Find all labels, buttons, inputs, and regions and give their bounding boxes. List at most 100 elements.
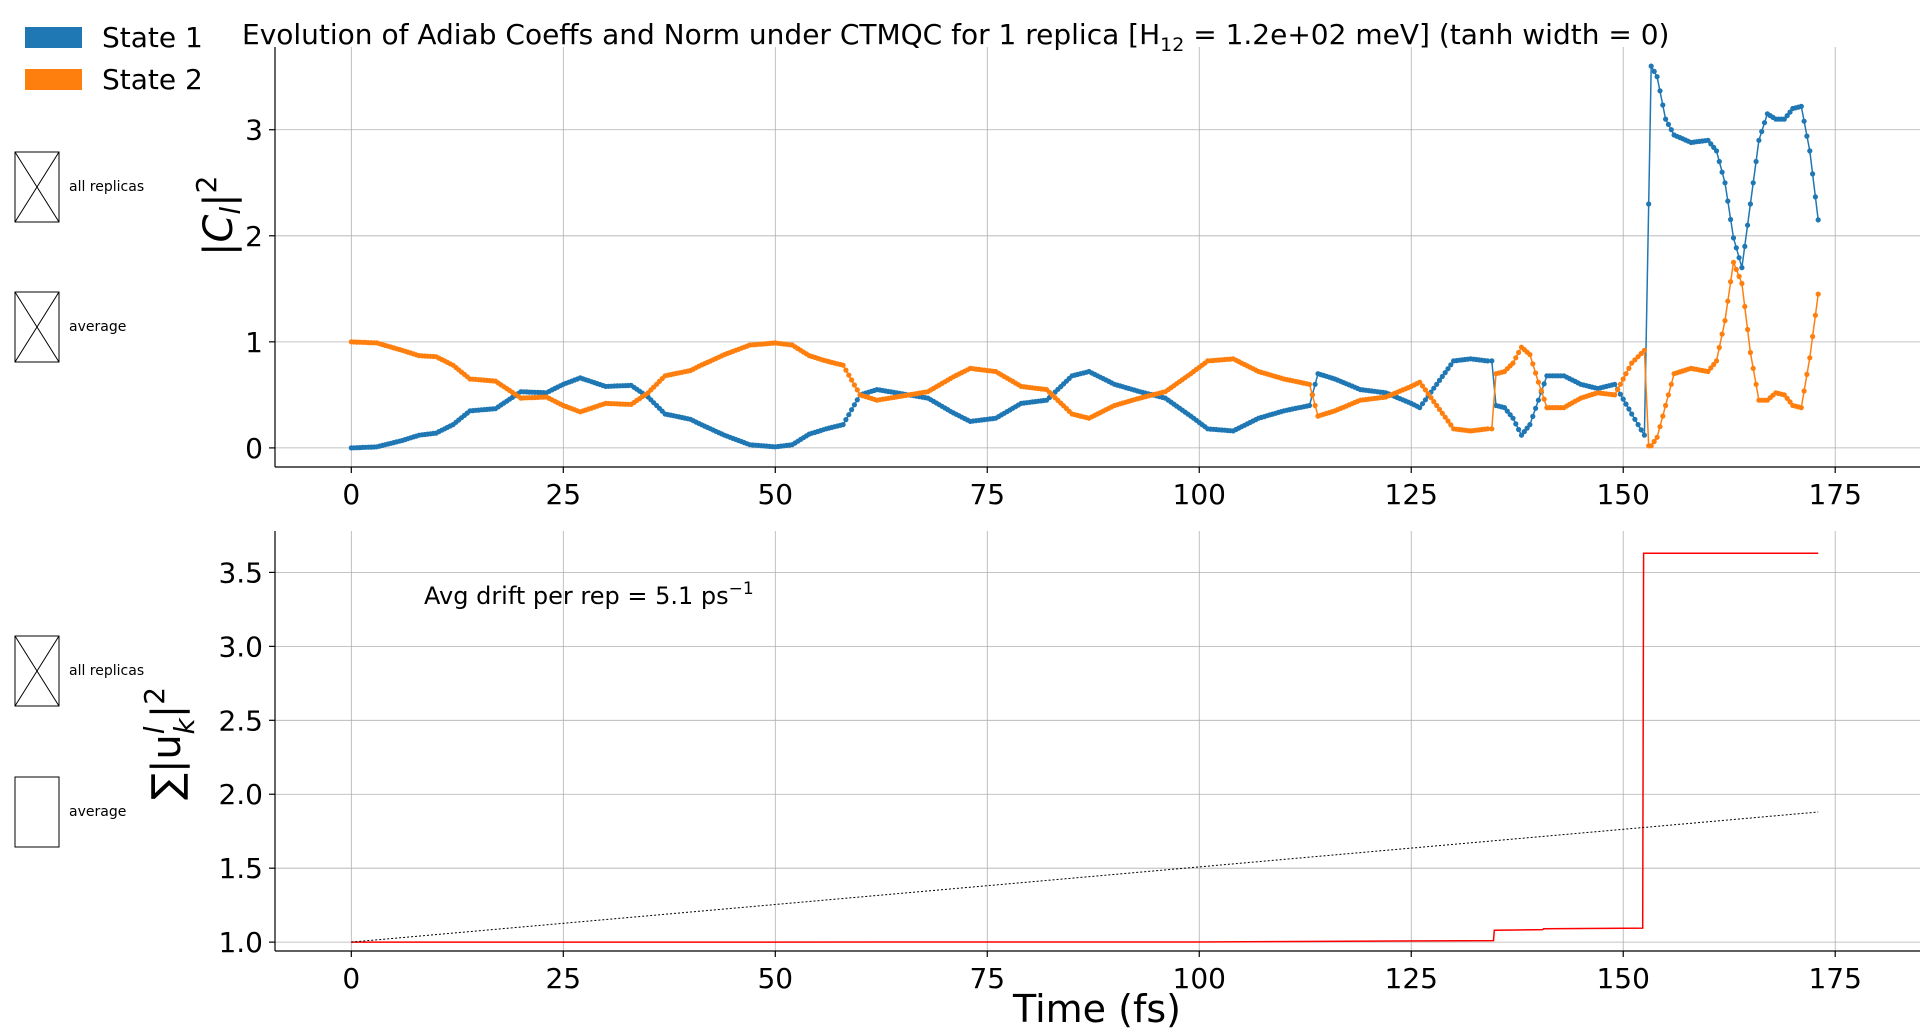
top-x-tick-label: 50 — [757, 478, 793, 511]
top-series-1-point — [1641, 432, 1647, 438]
top-series-1-point — [1306, 402, 1313, 409]
top-series-1-point — [1660, 102, 1666, 108]
top-series-1-point — [1787, 109, 1793, 115]
top-series-2-point — [1535, 379, 1541, 385]
top-series-2-point — [1417, 379, 1423, 385]
top-series-1-point — [1617, 391, 1623, 397]
top-series-1-point — [1513, 421, 1519, 427]
title-main: Evolution of Adiab Coeffs and Norm under… — [242, 18, 1160, 51]
top-panel: 0 25 50 75 100 125 150 175 0 1 2 3 |Cl|2 — [190, 47, 1920, 511]
top-series-1-point — [849, 407, 855, 413]
bottom-x-tick-label: 25 — [545, 962, 581, 995]
top-series-2-point — [1485, 426, 1491, 432]
top-series-1-point — [1722, 180, 1728, 186]
top-series-2-point — [1419, 383, 1426, 389]
top-series-1-point — [1507, 412, 1513, 418]
top-series-1-point — [843, 417, 849, 423]
top-series-2-point — [1538, 388, 1544, 394]
bottom-average-checkbox[interactable]: average — [14, 776, 126, 848]
top-series-1-point — [1535, 397, 1541, 403]
bottom-all-replicas-checkbox[interactable]: all replicas — [14, 635, 144, 707]
top-series-2-point — [854, 387, 860, 393]
top-y-axis-label: |Cl|2 — [190, 176, 247, 257]
top-series-1-point — [1521, 429, 1527, 435]
top-series-1-point — [1518, 432, 1525, 438]
top-series-1-point — [1422, 397, 1428, 403]
top-series-2-point — [1725, 298, 1731, 304]
top-series-2-point — [1530, 361, 1536, 367]
top-all-replicas-cross-b — [14, 151, 60, 223]
title-tail: = 1.2e+02 meV] (tanh width = 0) — [1184, 18, 1669, 51]
bottom-series-2-line — [351, 811, 1819, 943]
top-series-1-point — [1623, 401, 1629, 407]
legend-swatch-state-2 — [25, 69, 82, 90]
top-series-2-point — [1422, 387, 1428, 393]
top-series-1-point — [1431, 385, 1437, 391]
top-series-1-point — [1713, 148, 1720, 154]
top-x-tick-label: 75 — [969, 478, 1005, 511]
top-series-2-point — [1815, 291, 1821, 297]
bottom-x-tick-label: 50 — [757, 962, 793, 995]
top-series-2-point — [1312, 402, 1318, 409]
top-series-1-point — [1626, 406, 1632, 412]
top-average-checkbox[interactable]: average — [14, 291, 126, 363]
top-series-1-point — [1759, 128, 1765, 135]
top-average-cross-b — [14, 291, 60, 363]
bottom-grid — [275, 531, 1920, 951]
bottom-y-tick-label: 1.0 — [218, 926, 263, 959]
top-series-1-point — [1516, 426, 1522, 433]
top-series-1-point — [1533, 405, 1539, 411]
top-y-tick-label: 0 — [245, 432, 263, 465]
bottom-all-replicas-label: all replicas — [69, 663, 144, 679]
top-series-1-point — [1510, 415, 1516, 421]
top-series-2-point — [1635, 354, 1641, 360]
top-series-1-point — [1705, 137, 1711, 143]
top-series-1-point — [1541, 381, 1547, 387]
bottom-y-tick-label: 2.5 — [218, 704, 263, 737]
top-series-2-point — [1660, 413, 1666, 419]
top-series-1-point — [1612, 381, 1618, 387]
bottom-series-1-line — [351, 552, 1819, 943]
top-series-1-point — [846, 412, 852, 418]
top-series-2-point — [1668, 381, 1674, 387]
top-grid — [275, 47, 1920, 467]
top-series-1-point — [1807, 148, 1813, 154]
bottom-tick-labels: 0 25 50 75 100 125 150 175 1.0 1.5 2.0 2.5 3.0 3.5 — [218, 556, 1861, 995]
bottom-axes — [269, 531, 1920, 957]
top-series-2-point — [1648, 443, 1654, 449]
top-series-2-point — [1510, 360, 1516, 366]
top-series-1-point — [840, 422, 846, 428]
top-series-2-point — [1728, 279, 1734, 285]
top-series-2-point — [1742, 303, 1748, 310]
top-series-1-point — [1756, 137, 1762, 143]
top-series-2-point — [1431, 399, 1437, 405]
drift-annotation: Avg drift per rep = 5.1 ps−1 — [424, 579, 754, 610]
top-series-1-point — [1654, 74, 1660, 80]
top-series-1-point — [1733, 245, 1739, 251]
top-series-2-point — [1739, 280, 1745, 287]
top-series-1-point — [1501, 405, 1508, 411]
top-series-2-point — [1722, 318, 1728, 324]
top-series-1-point — [1716, 158, 1722, 165]
top-series-1-point — [1665, 121, 1671, 127]
bottom-x-tick-label: 150 — [1596, 962, 1649, 995]
top-series-2-point — [1787, 399, 1793, 405]
top-series-2-point — [1306, 381, 1313, 387]
top-series-2-point — [1801, 388, 1807, 394]
top-series-2-point — [843, 367, 849, 373]
top-series-1-point — [1419, 401, 1426, 407]
top-series-2-point — [1736, 273, 1742, 279]
top-series-2-point — [1309, 392, 1315, 398]
top-series-2-point — [1448, 422, 1454, 428]
top-series-2-point — [846, 372, 852, 378]
top-series-1-point — [1657, 88, 1663, 94]
top-all-replicas-checkbox[interactable]: all replicas — [14, 151, 144, 223]
top-series-2-point — [1425, 391, 1431, 397]
top-series-1-point — [1742, 243, 1748, 249]
top-chart-title: Evolution of Adiab Coeffs and Norm under… — [242, 18, 1669, 56]
bottom-average-box[interactable] — [14, 776, 60, 848]
top-series-1-point — [1648, 63, 1654, 69]
top-series-1-point — [1815, 217, 1821, 223]
top-series-1-point — [1812, 194, 1818, 200]
